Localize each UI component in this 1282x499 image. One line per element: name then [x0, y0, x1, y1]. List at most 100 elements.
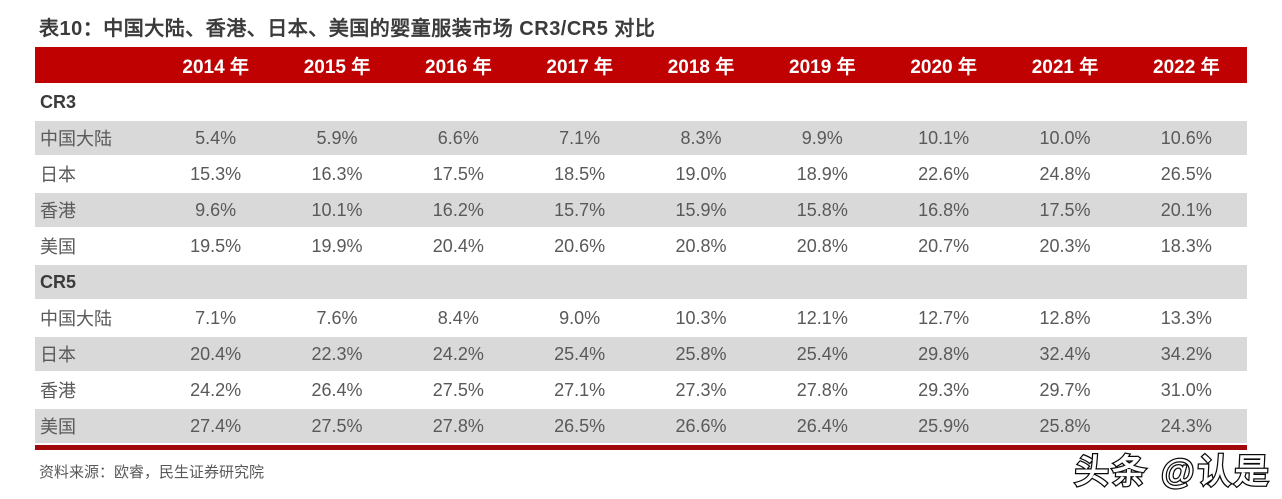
value-cell: 24.2% — [155, 373, 277, 407]
region-label-cell: 香港 — [35, 373, 155, 407]
value-cell: 27.4% — [155, 409, 277, 443]
cr-comparison-table: 2014 年 2015 年 2016 年 2017 年 2018 年 2019 年 2020… — [35, 45, 1247, 445]
section-label-cell: CR3 — [35, 85, 155, 119]
region-label-cell: 美国 — [35, 409, 155, 443]
table-row: 中国大陆 5.4% 5.9% 6.6% 7.1% 8.3% 9.9% 10.1% 10.0% 10… — [35, 121, 1247, 155]
value-cell: 5.4% — [155, 121, 277, 155]
value-cell: 8.4% — [397, 301, 519, 335]
cr-table-container: 2014 年 2015 年 2016 年 2017 年 2018 年 2019 年 2020… — [35, 45, 1247, 445]
value-cell: 15.7% — [518, 193, 641, 227]
value-cell: 20.3% — [1004, 229, 1126, 263]
header-corner-cell — [35, 47, 155, 83]
value-cell: 10.1% — [882, 121, 1005, 155]
value-cell: 34.2% — [1125, 337, 1247, 371]
empty-cell — [155, 265, 277, 299]
value-cell: 19.0% — [640, 157, 762, 191]
empty-cell — [640, 265, 762, 299]
value-cell: 10.6% — [1125, 121, 1247, 155]
value-cell: 10.0% — [1004, 121, 1126, 155]
empty-cell — [397, 265, 519, 299]
value-cell: 16.2% — [397, 193, 519, 227]
value-cell: 5.9% — [276, 121, 398, 155]
year-header-cell: 2018 年 — [640, 47, 762, 83]
value-cell: 26.4% — [761, 409, 883, 443]
value-cell: 20.4% — [397, 229, 519, 263]
value-cell: 6.6% — [397, 121, 519, 155]
table-row: 日本 15.3% 16.3% 17.5% 18.5% 19.0% 18.9% 22.6% 24.… — [35, 157, 1247, 191]
value-cell: 25.8% — [1004, 409, 1126, 443]
table-header: 2014 年 2015 年 2016 年 2017 年 2018 年 2019 年 2020… — [35, 47, 1247, 83]
year-header-cell: 2022 年 — [1125, 47, 1247, 83]
bottom-divider — [35, 445, 1247, 450]
value-cell: 29.8% — [882, 337, 1005, 371]
region-label-cell: 香港 — [35, 193, 155, 227]
value-cell: 20.8% — [761, 229, 883, 263]
empty-cell — [640, 85, 762, 119]
empty-cell — [882, 265, 1005, 299]
value-cell: 15.3% — [155, 157, 277, 191]
watermark: 头条 @认是 — [1073, 452, 1274, 493]
section-header-row: CR3 — [35, 85, 1247, 119]
value-cell: 27.8% — [761, 373, 883, 407]
empty-cell — [1004, 85, 1126, 119]
year-header-cell: 2020 年 — [882, 47, 1005, 83]
year-header-cell: 2015 年 — [276, 47, 398, 83]
value-cell: 16.3% — [276, 157, 398, 191]
value-cell: 26.6% — [640, 409, 762, 443]
value-cell: 20.6% — [518, 229, 641, 263]
value-cell: 27.1% — [518, 373, 641, 407]
empty-cell — [276, 85, 398, 119]
value-cell: 16.8% — [882, 193, 1005, 227]
year-header-cell: 2017 年 — [518, 47, 641, 83]
region-label-cell: 日本 — [35, 157, 155, 191]
section-header-row: CR5 — [35, 265, 1247, 299]
empty-cell — [1004, 265, 1126, 299]
value-cell: 29.7% — [1004, 373, 1126, 407]
value-cell: 12.7% — [882, 301, 1005, 335]
value-cell: 25.8% — [640, 337, 762, 371]
value-cell: 27.3% — [640, 373, 762, 407]
value-cell: 18.5% — [518, 157, 641, 191]
value-cell: 24.2% — [397, 337, 519, 371]
section-label-cell: CR5 — [35, 265, 155, 299]
value-cell: 20.1% — [1125, 193, 1247, 227]
year-header-cell: 2019 年 — [761, 47, 883, 83]
value-cell: 13.3% — [1125, 301, 1247, 335]
value-cell: 15.8% — [761, 193, 883, 227]
region-label-cell: 美国 — [35, 229, 155, 263]
value-cell: 15.9% — [640, 193, 762, 227]
value-cell: 7.1% — [518, 121, 641, 155]
value-cell: 19.5% — [155, 229, 277, 263]
table-row: 中国大陆 7.1% 7.6% 8.4% 9.0% 10.3% 12.1% 12.7% 12.8%… — [35, 301, 1247, 335]
value-cell: 17.5% — [1004, 193, 1126, 227]
empty-cell — [1125, 265, 1247, 299]
value-cell: 20.4% — [155, 337, 277, 371]
value-cell: 12.8% — [1004, 301, 1126, 335]
value-cell: 24.8% — [1004, 157, 1126, 191]
value-cell: 31.0% — [1125, 373, 1247, 407]
value-cell: 25.4% — [518, 337, 641, 371]
table-row: 香港 24.2% 26.4% 27.5% 27.1% 27.3% 27.8% 29.3% 29.… — [35, 373, 1247, 407]
source-note: 资料来源：欧睿，民生证券研究院 — [39, 464, 265, 481]
value-cell: 10.1% — [276, 193, 398, 227]
year-header-row: 2014 年 2015 年 2016 年 2017 年 2018 年 2019 年 2020… — [35, 47, 1247, 83]
table-row: 美国 27.4% 27.5% 27.8% 26.5% 26.6% 26.4% 25.9% 25.… — [35, 409, 1247, 443]
table-row: 美国 19.5% 19.9% 20.4% 20.6% 20.8% 20.8% 20.7% 20.… — [35, 229, 1247, 263]
value-cell: 26.5% — [518, 409, 641, 443]
value-cell: 25.9% — [882, 409, 1005, 443]
value-cell: 27.8% — [397, 409, 519, 443]
empty-cell — [761, 265, 883, 299]
value-cell: 8.3% — [640, 121, 762, 155]
empty-cell — [397, 85, 519, 119]
value-cell: 20.8% — [640, 229, 762, 263]
value-cell: 26.4% — [276, 373, 398, 407]
table-row: 香港 9.6% 10.1% 16.2% 15.7% 15.9% 15.8% 16.8% 17.5… — [35, 193, 1247, 227]
empty-cell — [882, 85, 1005, 119]
empty-cell — [1125, 85, 1247, 119]
value-cell: 10.3% — [640, 301, 762, 335]
empty-cell — [155, 85, 277, 119]
value-cell: 9.6% — [155, 193, 277, 227]
empty-cell — [518, 265, 641, 299]
value-cell: 32.4% — [1004, 337, 1126, 371]
